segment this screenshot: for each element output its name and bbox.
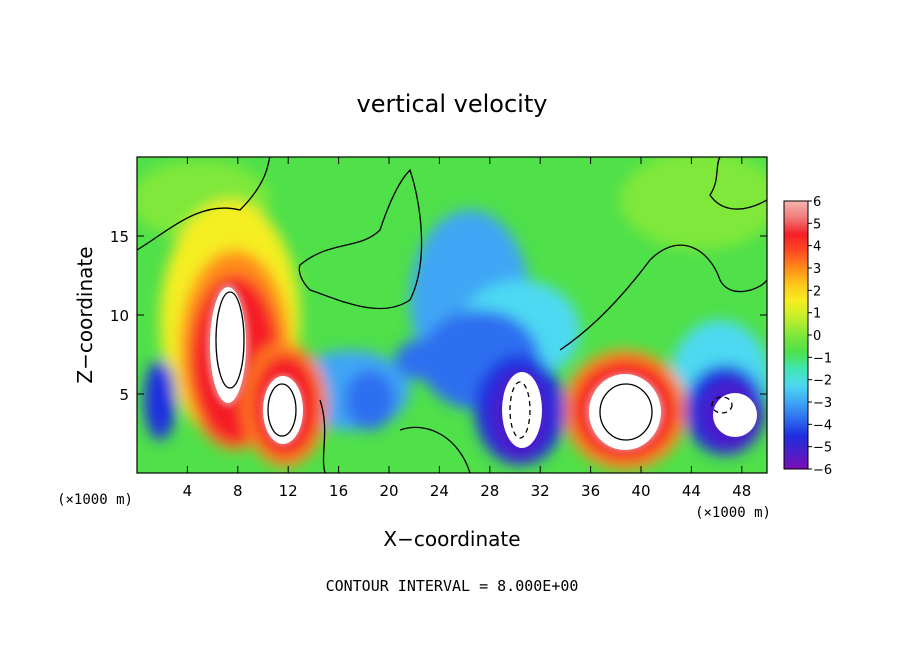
saturated-downdraft-1 [502, 372, 542, 448]
colorbar-tick-label: −3 [813, 396, 832, 411]
saturated-downdraft-2 [713, 393, 757, 437]
zero-contour-mid [298, 168, 423, 310]
x-axis-units: (×1000 m) [695, 505, 771, 521]
zero-contour-base [399, 426, 471, 473]
zero-contour-right [559, 244, 767, 351]
inner-contour-2 [267, 383, 297, 437]
colorbar-tick-label: −1 [813, 351, 832, 366]
left-downdraft [144, 360, 176, 440]
x-tick-label: 12 [279, 482, 298, 500]
saturated-updraft-1 [210, 287, 246, 403]
colorbar-tick-label: 1 [813, 307, 821, 322]
colorbar-tick-label: −5 [813, 441, 832, 456]
x-tick-label: 40 [631, 482, 650, 500]
chart-title: vertical velocity [357, 90, 548, 118]
z-axis-units: (×1000 m) [57, 492, 133, 508]
colorbar-tick-label: 2 [813, 284, 821, 299]
z-axis-label: Z−coordinate [73, 246, 97, 383]
colorbar-tick-label: 0 [813, 329, 821, 344]
colorbar-tick-label: −6 [813, 463, 832, 478]
x-tick-label: 20 [379, 482, 398, 500]
colorbar-tick-label: 3 [813, 262, 821, 277]
dashed-contour-1 [509, 381, 531, 439]
small-downdraft-a [345, 370, 395, 430]
zero-contour-lower [319, 399, 326, 473]
saturated-updraft-2 [263, 376, 303, 444]
colorbar-ticks: 6 5 4 3 2 1 0 −1 −2 −3 −4 −5 −6 [808, 195, 832, 478]
small-downdraft-b [395, 340, 445, 380]
colorbar-tick-label: 6 [813, 195, 821, 210]
x-tick-label: 32 [531, 482, 550, 500]
colorbar-fill [784, 201, 808, 469]
x-axis-label: X−coordinate [383, 527, 520, 551]
x-tick-label: 8 [233, 482, 243, 500]
zero-contour-upper [137, 157, 271, 251]
z-axis-ticks: 5 10 15 [110, 228, 767, 404]
x-axis-ticks: 4 8 12 16 20 24 28 32 36 40 44 48 [183, 157, 751, 500]
colorbar-tick-label: 5 [813, 217, 821, 232]
x-tick-label: 16 [329, 482, 348, 500]
upper-light-green-region [620, 157, 767, 250]
x-tick-label: 44 [682, 482, 701, 500]
dashed-contour-2 [711, 396, 733, 414]
colorbar-tick-label: 4 [813, 240, 821, 255]
contour-lines [137, 157, 767, 473]
x-tick-label: 48 [732, 482, 751, 500]
zero-contour-topright [709, 157, 767, 210]
inner-contour-1 [215, 291, 245, 389]
z-tick-label: 5 [119, 386, 129, 404]
x-tick-label: 24 [430, 482, 449, 500]
colorbar-tick-label: −4 [813, 418, 832, 433]
contour-interval-note: CONTOUR INTERVAL = 8.000E+00 [326, 577, 579, 595]
z-tick-label: 10 [110, 307, 129, 325]
colorbar: 6 5 4 3 2 1 0 −1 −2 −3 −4 −5 −6 [783, 195, 832, 478]
x-tick-label: 36 [581, 482, 600, 500]
heatmap-field [137, 157, 767, 473]
x-tick-label: 28 [480, 482, 499, 500]
colorbar-tick-label: −2 [813, 374, 832, 389]
z-tick-label: 15 [110, 228, 129, 246]
inner-contour-3 [599, 383, 653, 441]
x-tick-label: 4 [183, 482, 193, 500]
